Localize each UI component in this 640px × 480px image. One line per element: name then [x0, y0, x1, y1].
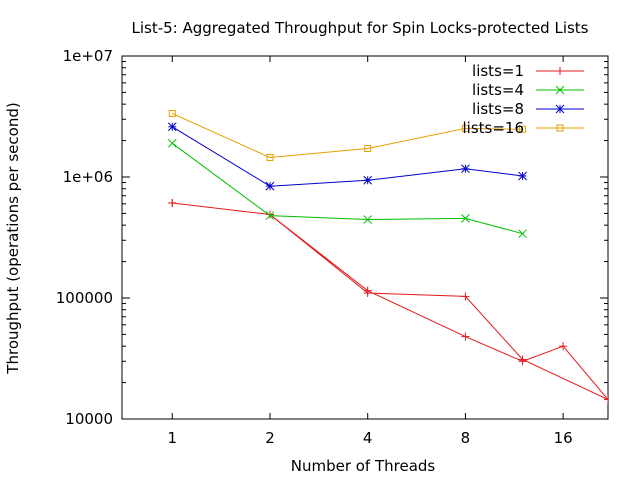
series-lists-8: [167, 122, 527, 191]
data-point-lists-16: [168, 109, 176, 117]
data-point-lists-4: [167, 138, 177, 148]
legend-marker: [555, 85, 565, 95]
legend-marker: [556, 124, 564, 132]
data-point-lists-4: [461, 214, 470, 223]
data-point-lists-4: [265, 211, 275, 220]
data-point-lists-4: [363, 215, 373, 224]
x-tick-label: 4: [363, 429, 373, 447]
data-point-lists-1: [363, 286, 372, 295]
legend-label: lists=8: [472, 100, 524, 118]
legend-marker: [555, 104, 565, 114]
data-point-lists-8: [461, 164, 470, 174]
x-tick-label: 8: [461, 429, 471, 447]
series-line-lists-1: [172, 202, 608, 400]
x-axis-label: Number of Threads: [291, 457, 436, 475]
y-tick-label: 1e+07: [63, 47, 113, 65]
y-tick-label: 100000: [56, 289, 113, 307]
data-point-lists-1: [604, 395, 608, 404]
legend-label: lists=1: [472, 62, 524, 80]
data-point-lists-1: [518, 357, 527, 366]
data-point-lists-4: [518, 229, 527, 239]
data-point-lists-1: [265, 210, 274, 219]
y-tick-label: 10000: [65, 410, 113, 428]
x-tick-label: 2: [265, 429, 275, 447]
data-point-lists-16: [364, 145, 372, 153]
data-point-lists-8: [363, 175, 373, 185]
data-point-lists-8: [265, 181, 275, 191]
data-point-lists-16: [266, 153, 274, 161]
x-tick-label: 16: [554, 429, 573, 447]
x-tick-label: 1: [168, 429, 178, 447]
legend-entry-lists-4: lists=4: [472, 81, 584, 99]
y-axis-label: Throughput (operations per second): [4, 102, 22, 374]
plot-frame: [121, 55, 609, 420]
y-tick-label: 1e+06: [63, 168, 113, 186]
data-point-lists-8: [518, 171, 527, 181]
legend-entry-lists-16: lists=16: [462, 119, 584, 137]
data-point-lists-1: [461, 292, 470, 301]
data-point-lists-1: [168, 198, 177, 207]
data-point-lists-16: [519, 125, 527, 133]
data-point-lists-16: [461, 124, 469, 132]
chart-title: List-5: Aggregated Throughput for Spin L…: [131, 19, 588, 37]
legend-label: lists=16: [462, 119, 524, 137]
series-line-lists-4: [172, 142, 523, 235]
series-lists-4: [167, 138, 527, 239]
data-point-lists-8: [167, 122, 177, 132]
legend-marker: [556, 67, 564, 75]
data-point-lists-1: [461, 332, 470, 341]
legend-entry-lists-1: lists=1: [472, 62, 584, 80]
data-point-lists-1: [559, 342, 568, 351]
series-lists-1: [168, 198, 608, 404]
series-line-lists-16: [172, 113, 523, 159]
legend-entry-lists-8: lists=8: [472, 100, 584, 118]
series-lists-16: [168, 109, 527, 161]
legend-label: lists=4: [472, 81, 524, 99]
